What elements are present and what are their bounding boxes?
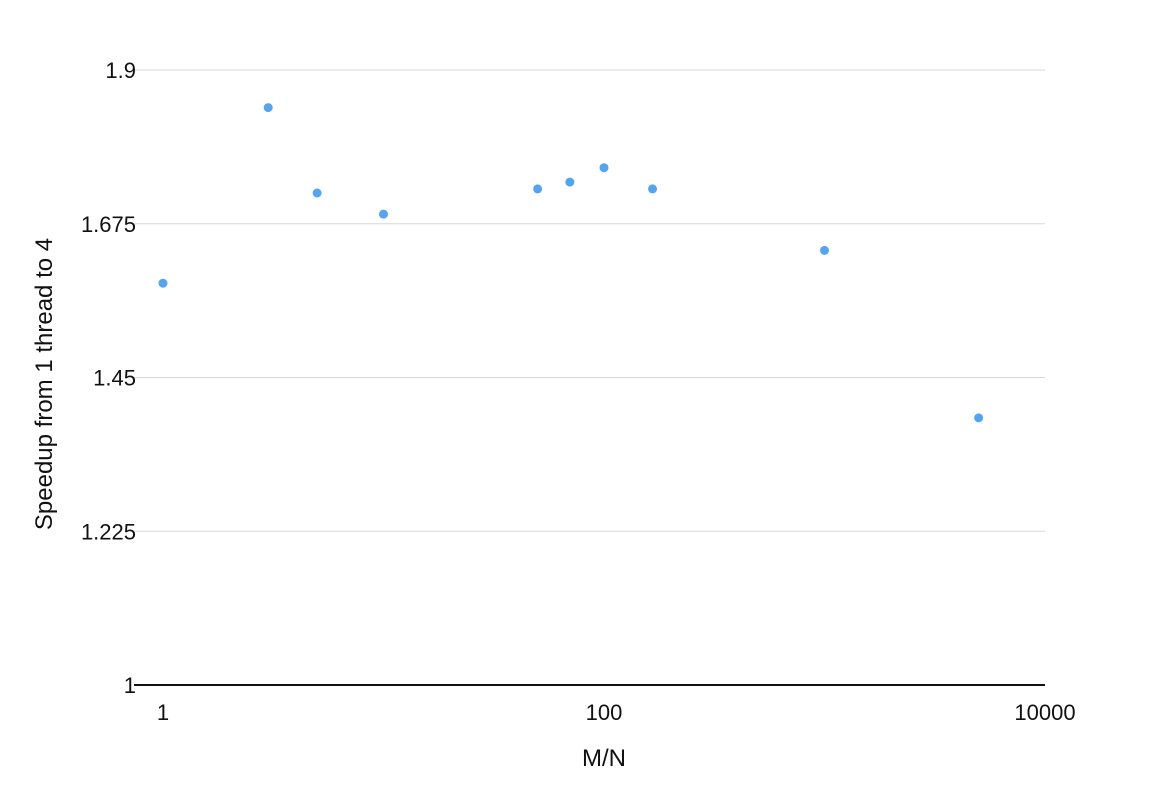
y-tick-label: 1.675	[81, 212, 136, 237]
data-point	[263, 103, 273, 113]
data-point	[379, 209, 388, 219]
x-tick-label: 100	[586, 700, 623, 725]
data-point	[974, 413, 984, 423]
data-points	[158, 103, 984, 423]
y-axis-tick-labels: 1 1.225 1.45 1.675 1.9	[81, 58, 136, 698]
data-point	[648, 184, 658, 194]
x-tick-label: 1	[157, 700, 169, 725]
y-tick-label: 1	[124, 673, 136, 698]
x-tick-label: 10000	[1014, 700, 1075, 725]
y-tick-label: 1.225	[81, 519, 136, 544]
y-tick-label: 1.45	[93, 366, 136, 391]
data-point	[158, 278, 168, 288]
data-point	[312, 188, 322, 198]
x-axis-title: M/N	[582, 745, 626, 772]
gridlines	[134, 69, 1045, 532]
data-point	[533, 184, 543, 194]
y-tick-label: 1.9	[105, 58, 136, 83]
data-point	[599, 163, 609, 173]
data-point	[820, 245, 829, 255]
y-axis-title: Speedup from 1 thread to 4	[31, 238, 58, 530]
x-axis-tick-labels: 1 100 10000	[157, 700, 1076, 725]
data-point	[565, 177, 575, 187]
